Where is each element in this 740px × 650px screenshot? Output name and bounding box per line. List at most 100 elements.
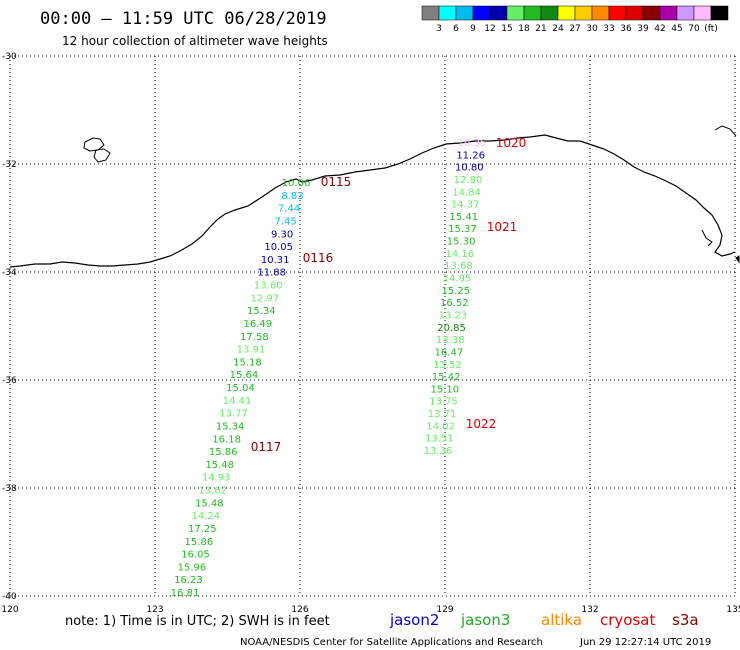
lon-tick-label: 135 <box>726 605 740 615</box>
satellite-legend: jason2 jason3 altika cryosat s3a <box>389 611 699 629</box>
wave-height-value: 13.51 <box>425 434 454 445</box>
wave-height-value: 14.84 <box>452 187 481 198</box>
wave-height-value: 16.18 <box>212 434 241 445</box>
lon-tick-label: 126 <box>291 605 308 615</box>
lon-tick-label: 120 <box>1 605 18 615</box>
legend-label: 42 <box>654 24 665 34</box>
legend-label: 30 <box>586 24 598 34</box>
wave-height-value: 16.23 <box>174 575 203 586</box>
wave-height-value: 10.05 <box>264 242 293 253</box>
lat-tick-label: -38 <box>2 484 17 494</box>
legend-label: 15 <box>501 24 512 34</box>
legend-label: 21 <box>535 24 546 34</box>
coastline-detail <box>701 229 713 247</box>
wave-height-value: 14.24 <box>191 511 220 522</box>
wave-height-value: 13.68 <box>444 261 473 272</box>
pass-time-label: 0115 <box>321 175 352 189</box>
map-title: 00:00 – 11:59 UTC 06/28/2019 <box>40 9 327 29</box>
wave-height-value: 8.83 <box>281 191 303 202</box>
wave-height-value: 14.93 <box>202 473 231 484</box>
wave-height-value: 14.95 <box>443 274 472 285</box>
timestamp: Jun 29 12:27:14 UTC 2019 <box>579 637 711 648</box>
lat-tick-label: -34 <box>2 268 17 278</box>
wave-height-value: 15.48 <box>195 498 224 509</box>
wave-height-value: 13.62 <box>198 486 227 497</box>
legend-label: 39 <box>637 24 649 34</box>
wave-height-value: 11.26 <box>456 150 485 161</box>
wave-height-value: 13.60 <box>254 281 283 292</box>
wave-height-value: 15.48 <box>205 460 234 471</box>
pass-time-label: 1022 <box>466 417 497 431</box>
wave-height-value: 13.36 <box>424 446 453 457</box>
wave-height-value: 17.58 <box>240 332 269 343</box>
wave-height-value: 14.16 <box>445 249 474 260</box>
wave-height-value: 15.42 <box>432 372 461 383</box>
island <box>714 125 737 137</box>
wave-height-value: 10.80 <box>455 163 484 174</box>
wave-height-value: 12.97 <box>250 293 279 304</box>
lon-tick-label: 129 <box>436 605 453 615</box>
lat-tick-label: -40 <box>2 592 17 602</box>
satellite-name: cryosat <box>600 611 655 629</box>
legend-label: 9 <box>470 24 476 34</box>
pass-time-label: 1020 <box>496 136 527 150</box>
wave-height-value: 10.31 <box>261 255 290 266</box>
island <box>93 148 111 163</box>
wave-height-value: 13.75 <box>429 397 458 408</box>
legend-swatch <box>489 5 508 21</box>
lon-tick-label: 123 <box>146 605 163 615</box>
wave-height-value: 15.34 <box>247 306 276 317</box>
wave-height-value: 15.10 <box>430 384 459 395</box>
wave-height-value: 16.49 <box>244 319 273 330</box>
legend-swatch <box>455 5 474 21</box>
wave-height-value: 13.38 <box>436 335 465 346</box>
legend-label: 12 <box>484 24 495 34</box>
legend-swatch <box>421 5 440 21</box>
wave-height-value: 9.30 <box>271 229 293 240</box>
legend-label: 6 <box>453 24 459 34</box>
lat-tick-label: -32 <box>2 160 17 170</box>
satellite-name: jason3 <box>460 611 510 629</box>
wave-height-value: 7.44 <box>278 204 300 215</box>
wave-height-value: 10.35 <box>458 138 487 149</box>
wave-height-value: 14.02 <box>426 421 455 432</box>
pass-time-label: 0116 <box>303 251 334 265</box>
legend-swatch <box>540 5 559 21</box>
wave-height-value: 16.47 <box>435 347 464 358</box>
satellite-name: altika <box>541 611 582 629</box>
legend-swatch <box>591 5 610 21</box>
wave-height-value: 13.77 <box>219 409 248 420</box>
legend-label: 3 <box>436 24 442 34</box>
legend-swatch <box>659 5 678 21</box>
wave-height-value: 20.85 <box>437 323 466 334</box>
legend-label: 18 <box>518 24 530 34</box>
wave-height-value: 10.06 <box>282 178 311 189</box>
pass-time-label: 1021 <box>487 220 518 234</box>
wave-height-value: 15.64 <box>230 370 259 381</box>
credit-line: NOAA/NESDIS Center for Satellite Applica… <box>240 637 543 648</box>
wave-height-value: 16.05 <box>181 550 210 561</box>
legend-swatch <box>574 5 593 21</box>
wave-height-value: 7.45 <box>274 216 296 227</box>
wave-height-value: 11.88 <box>257 268 286 279</box>
legend-label: 36 <box>620 24 632 34</box>
wave-height-value: 15.34 <box>216 421 245 432</box>
satellite-name: s3a <box>672 611 699 629</box>
legend-label: 33 <box>603 24 614 34</box>
wave-height-value: 15.30 <box>447 237 476 248</box>
legend-swatch <box>523 5 542 21</box>
wave-height-value: 17.25 <box>188 524 217 535</box>
wave-height-value: 13.23 <box>439 310 468 321</box>
legend-swatch <box>693 5 712 21</box>
legend-swatch <box>438 5 457 21</box>
lat-tick-label: -36 <box>2 376 17 386</box>
wave-height-value: 15.25 <box>441 286 470 297</box>
legend-swatch <box>506 5 525 21</box>
wave-height-value: 14.41 <box>223 396 252 407</box>
legend-swatch <box>625 5 644 21</box>
wave-height-value: 13.52 <box>433 360 462 371</box>
wave-height-value: 15.86 <box>209 447 238 458</box>
island <box>735 255 740 264</box>
lat-tick-label: -30 <box>2 52 17 62</box>
